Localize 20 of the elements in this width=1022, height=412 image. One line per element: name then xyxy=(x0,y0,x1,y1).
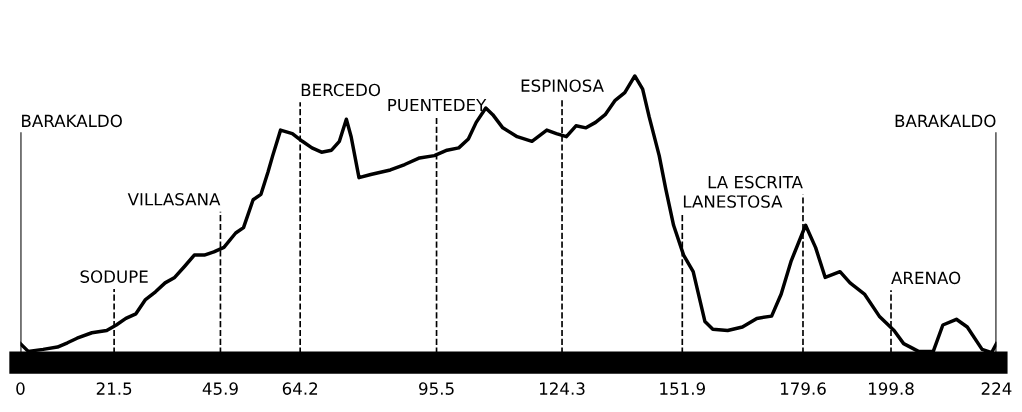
ref-line-label: BARAKALDO xyxy=(895,114,996,128)
ref-line-label: ARENAO xyxy=(891,271,961,285)
x-tick-label: 64.2 xyxy=(282,382,318,395)
ref-line-label: PUENTEDEY xyxy=(388,98,487,112)
x-tick-label: 45.9 xyxy=(202,382,238,395)
ref-line-label: SODUPE xyxy=(80,270,148,283)
x-tick-label: 179.6 xyxy=(780,382,826,395)
ref-line-label: BARAKALDO xyxy=(22,114,122,128)
x-tick-label: 224 xyxy=(981,382,1012,395)
x-tick-label: 199.8 xyxy=(868,382,914,395)
ref-line-label: LA ESCRITA xyxy=(708,175,803,189)
ref-line-label: ESPINOSA xyxy=(521,79,604,92)
x-tick-label: 124.3 xyxy=(540,382,585,395)
ref-line-label: VILLASANA xyxy=(127,192,221,206)
x-tick-label: 21.5 xyxy=(96,382,132,395)
ref-line-label: BERCEDO xyxy=(301,83,381,97)
x-tick-label: 0 xyxy=(16,382,25,395)
x-tick-label: 95.5 xyxy=(419,382,454,395)
x-tick-label: 151.9 xyxy=(660,382,705,395)
ref-line-label: LANESTOSA xyxy=(683,195,783,208)
